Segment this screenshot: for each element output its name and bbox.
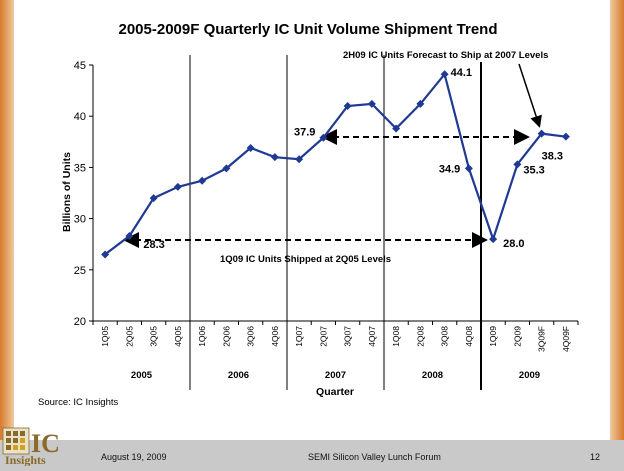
data-point-3Q06: [246, 143, 255, 152]
data-point-4Q08: [464, 164, 473, 173]
x-tick-label: 4Q09F: [561, 326, 571, 352]
data-label: 28.3: [143, 239, 164, 251]
x-tick-label: 3Q06: [246, 326, 256, 347]
logo-text-ic: IC: [31, 429, 60, 458]
footer-bar: [0, 440, 624, 468]
y-axis-label: Billions of Units: [61, 152, 73, 232]
data-point-1Q05: [101, 250, 110, 259]
y-tick-group: 20 25 30 35 40 45: [74, 60, 93, 328]
x-tick-label: 3Q07: [343, 326, 353, 347]
data-point-4Q06: [270, 153, 279, 162]
x-tick-label: 2Q05: [124, 326, 134, 347]
ic-insights-logo: IC Insights: [2, 424, 90, 467]
data-label: 34.9: [439, 163, 460, 175]
y-tick-label: 40: [74, 111, 86, 123]
y-tick-label: 25: [74, 265, 86, 277]
data-point-3Q07: [343, 101, 352, 110]
x-tick-label: 1Q07: [294, 326, 304, 347]
x-tick-label: 4Q06: [270, 326, 280, 347]
x-tick-group: 1Q05 2Q05 3Q05 4Q05 1Q06 2Q06 3Q06 4Q06 1Q07 2Q07…: [92, 321, 579, 352]
year-label: 2008: [422, 370, 443, 381]
footer-event: SEMI Silicon Valley Lunch Forum: [308, 452, 441, 462]
x-tick-label: 4Q08: [464, 326, 474, 347]
left-orange-border: [0, 0, 14, 440]
data-point-3Q08: [440, 70, 449, 79]
data-point-1Q06: [198, 176, 207, 185]
data-point-2Q09: [513, 160, 522, 169]
logo-graphic: IC Insights: [2, 427, 60, 467]
y-tick-label: 20: [74, 316, 86, 328]
year-label: 2009: [519, 370, 540, 381]
chart: 2005-2009F Quarterly IC Unit Volume Ship…: [0, 0, 624, 440]
x-tick-label: 4Q07: [367, 326, 377, 347]
x-tick-label: 1Q05: [100, 326, 110, 347]
data-point-1Q07: [295, 155, 304, 164]
y-tick-label: 30: [74, 214, 86, 226]
year-label: 2005: [131, 370, 153, 381]
data-point-4Q05: [173, 182, 182, 191]
data-point-2Q05: [125, 232, 134, 241]
annotation-forecast: 2H09 IC Units Forecast to Ship at 2007 L…: [343, 50, 548, 61]
year-dividers: [189, 55, 482, 390]
x-tick-label: 3Q05: [149, 326, 159, 347]
year-labels: 2005 2006 2007 2008 2009: [131, 370, 540, 381]
data-label: 28.0: [503, 238, 524, 250]
data-point-2Q06: [222, 164, 231, 173]
data-label: 44.1: [451, 67, 472, 79]
data-label: 35.3: [523, 164, 544, 176]
data-label: 37.9: [294, 127, 315, 139]
annotation-shipped: 1Q09 IC Units Shipped at 2Q05 Levels: [220, 254, 391, 265]
x-tick-label: 3Q09F: [537, 326, 547, 352]
data-point-4Q07: [367, 99, 376, 108]
x-tick-label: 2Q08: [415, 326, 425, 347]
x-tick-label: 4Q05: [173, 326, 183, 347]
right-orange-border: [610, 0, 624, 440]
data-point-3Q09F: [537, 129, 546, 138]
logo-text-insights: Insights: [5, 453, 46, 466]
footer-date: August 19, 2009: [101, 452, 167, 462]
forecast-callout-arrow: [518, 63, 542, 128]
data-point-2Q07: [319, 133, 328, 142]
data-point-3Q05: [149, 194, 158, 203]
x-tick-label: 1Q08: [391, 326, 401, 347]
y-tick-label: 35: [74, 162, 86, 174]
source-note: Source: IC Insights: [38, 397, 119, 408]
data-point-2Q08: [416, 99, 425, 108]
series-markers: [101, 70, 570, 259]
x-tick-label: 3Q08: [440, 326, 450, 347]
x-tick-label: 1Q06: [197, 326, 207, 347]
data-point-1Q09: [489, 235, 498, 244]
year-label: 2007: [325, 370, 346, 381]
data-point-1Q08: [392, 124, 401, 133]
chart-title: 2005-2009F Quarterly IC Unit Volume Ship…: [119, 21, 498, 38]
data-point-4Q09F: [561, 132, 570, 141]
slide-panel: [14, 0, 610, 440]
x-tick-label: 2Q09: [512, 326, 522, 347]
data-labels: 28.3 37.9 44.1 34.9 28.0 35.338.3: [143, 67, 563, 251]
footer-page-number: 12: [590, 452, 601, 462]
x-tick-label: 2Q06: [221, 326, 231, 347]
x-tick-label: 1Q09: [488, 326, 498, 347]
year-label: 2006: [228, 370, 249, 381]
y-tick-label: 45: [74, 60, 86, 72]
x-axis-label: Quarter: [316, 386, 354, 398]
x-tick-label: 2Q07: [318, 326, 328, 347]
data-label: 38.3: [542, 151, 563, 163]
series-line: [104, 71, 567, 256]
